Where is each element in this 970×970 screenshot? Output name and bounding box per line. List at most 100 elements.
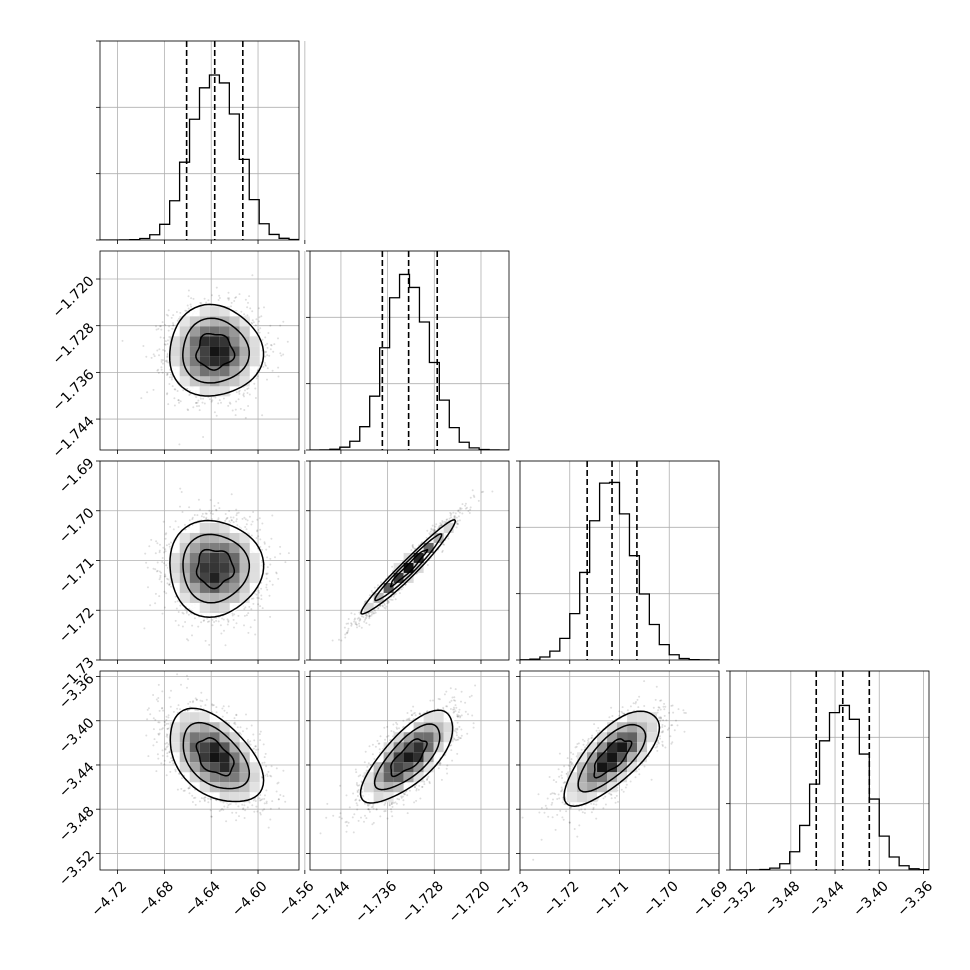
sample-point — [168, 376, 171, 379]
sample-point — [155, 328, 158, 331]
sample-point — [243, 516, 246, 519]
sample-point — [162, 349, 165, 351]
sample-point — [284, 561, 287, 564]
sample-point — [168, 383, 171, 385]
sample-point — [286, 340, 289, 343]
sample-point — [239, 407, 242, 410]
histogram-2 — [520, 481, 719, 660]
sample-point — [157, 368, 160, 371]
sample-point — [160, 571, 162, 574]
sample-point — [249, 626, 252, 629]
sample-point — [250, 597, 253, 600]
sample-point — [195, 401, 198, 404]
sample-point — [245, 528, 248, 531]
density-cell — [229, 592, 240, 603]
density-cell — [219, 572, 230, 583]
sample-point — [244, 518, 247, 521]
sample-point — [450, 516, 453, 519]
sample-point — [173, 388, 176, 391]
sample-point — [264, 363, 267, 366]
density-cell — [179, 582, 190, 593]
sample-point — [265, 350, 268, 353]
sample-point — [200, 515, 203, 518]
sample-point — [252, 321, 255, 324]
sample-point — [266, 367, 269, 370]
density-cell — [199, 532, 210, 543]
sample-point — [185, 611, 188, 614]
sample-point — [164, 537, 167, 540]
density-cell — [209, 532, 220, 543]
density-cell — [189, 336, 200, 347]
sample-point — [261, 607, 264, 610]
density-cell — [199, 346, 210, 357]
sample-point — [247, 301, 249, 304]
sample-point — [166, 392, 169, 395]
sample-point — [279, 324, 282, 327]
sample-point — [235, 391, 238, 394]
sample-point — [154, 552, 157, 555]
sample-point — [275, 572, 278, 575]
sample-point — [192, 406, 195, 409]
panel-frame — [99, 40, 300, 241]
sample-point — [233, 300, 236, 302]
sample-point — [183, 523, 186, 526]
sample-point — [226, 623, 229, 626]
sample-point — [187, 307, 190, 310]
sample-point — [203, 297, 206, 300]
sample-point — [260, 587, 263, 590]
sample-point — [228, 520, 231, 523]
sample-point — [247, 612, 250, 615]
sample-point — [263, 541, 266, 544]
sample-point — [205, 301, 208, 304]
density-cell — [209, 346, 220, 357]
sample-point — [266, 354, 269, 357]
density-cell — [219, 582, 230, 593]
sample-point — [222, 618, 225, 621]
sample-point — [208, 509, 211, 512]
density-cell — [229, 316, 240, 327]
sample-point — [218, 399, 221, 402]
sample-point — [252, 511, 255, 513]
sample-point — [244, 526, 247, 528]
sample-point — [204, 639, 207, 642]
sample-point — [158, 595, 161, 598]
sample-point — [245, 614, 248, 617]
sample-point — [209, 499, 212, 501]
sample-point — [263, 542, 266, 545]
sample-point — [211, 294, 213, 297]
sample-point — [234, 414, 237, 417]
sample-point — [170, 373, 172, 376]
sample-point — [240, 310, 243, 313]
density-cell — [169, 552, 180, 563]
sample-point — [255, 318, 258, 321]
density-cell — [239, 346, 250, 357]
sample-point — [152, 567, 155, 570]
density-cell — [229, 552, 240, 563]
sample-point — [256, 530, 258, 533]
density-cell — [239, 582, 250, 593]
sample-point — [265, 583, 268, 586]
sample-point — [275, 571, 278, 574]
sample-point — [172, 322, 174, 325]
sample-point — [233, 626, 235, 629]
sample-point — [242, 392, 245, 395]
sample-point — [161, 362, 164, 365]
sample-point — [150, 538, 153, 541]
sample-point — [243, 608, 246, 610]
sample-point — [178, 401, 180, 404]
sample-point — [164, 324, 166, 326]
scatter-panel-2-0 — [96, 460, 306, 664]
sample-point — [197, 625, 200, 628]
sample-point — [246, 519, 249, 522]
sample-point — [172, 528, 175, 531]
sample-point — [202, 436, 205, 438]
density-cell — [209, 376, 220, 387]
sample-point — [205, 518, 208, 520]
sample-point — [200, 302, 203, 305]
sample-point — [166, 393, 168, 396]
sample-point — [254, 387, 257, 390]
sample-point — [167, 314, 169, 317]
sample-point — [255, 593, 258, 596]
sample-point — [190, 305, 193, 308]
sample-point — [175, 311, 178, 313]
